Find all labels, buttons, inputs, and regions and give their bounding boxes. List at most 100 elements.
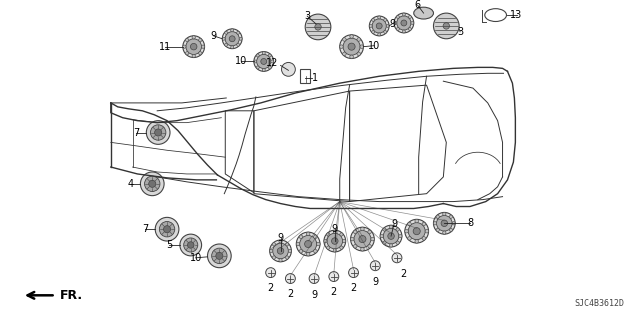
Circle shape: [268, 54, 271, 57]
Text: 10: 10: [235, 56, 247, 66]
Circle shape: [396, 241, 399, 244]
Circle shape: [237, 31, 239, 34]
Circle shape: [408, 223, 425, 240]
Circle shape: [360, 45, 364, 48]
Circle shape: [305, 241, 312, 248]
Circle shape: [441, 220, 447, 226]
Circle shape: [271, 60, 274, 63]
Text: 9: 9: [311, 290, 317, 300]
Circle shape: [326, 233, 330, 236]
Circle shape: [183, 36, 205, 57]
Circle shape: [353, 230, 357, 234]
Circle shape: [279, 240, 282, 243]
Circle shape: [326, 246, 330, 249]
Circle shape: [288, 249, 291, 253]
Circle shape: [388, 233, 394, 239]
Circle shape: [340, 246, 343, 249]
Circle shape: [282, 63, 295, 76]
Circle shape: [225, 32, 239, 46]
Text: 7: 7: [133, 128, 140, 137]
Circle shape: [399, 234, 402, 238]
Circle shape: [333, 230, 337, 233]
Circle shape: [371, 261, 380, 271]
Circle shape: [296, 232, 320, 256]
Circle shape: [350, 55, 353, 59]
Circle shape: [378, 16, 381, 19]
Circle shape: [357, 52, 360, 56]
Circle shape: [408, 222, 412, 226]
Circle shape: [324, 230, 346, 252]
Circle shape: [401, 20, 407, 26]
Circle shape: [354, 231, 371, 248]
Circle shape: [443, 212, 446, 216]
Circle shape: [147, 121, 170, 144]
Text: 9: 9: [332, 224, 338, 234]
Text: 5: 5: [166, 240, 172, 250]
Circle shape: [285, 274, 295, 284]
Circle shape: [272, 243, 276, 246]
Circle shape: [408, 16, 412, 19]
Circle shape: [186, 52, 189, 55]
Circle shape: [277, 248, 284, 254]
Circle shape: [372, 30, 374, 33]
Circle shape: [415, 219, 419, 223]
Circle shape: [198, 38, 202, 42]
Circle shape: [369, 16, 389, 36]
Circle shape: [145, 176, 160, 191]
Circle shape: [396, 16, 399, 19]
Circle shape: [222, 29, 242, 48]
Circle shape: [372, 19, 387, 33]
Circle shape: [383, 228, 386, 231]
Circle shape: [269, 240, 291, 262]
Circle shape: [384, 19, 387, 21]
Circle shape: [314, 235, 317, 239]
Circle shape: [307, 232, 310, 236]
Circle shape: [394, 21, 397, 25]
Circle shape: [433, 13, 459, 39]
Circle shape: [389, 244, 393, 247]
Circle shape: [348, 43, 355, 50]
Circle shape: [403, 13, 405, 16]
Circle shape: [156, 217, 179, 241]
Circle shape: [180, 234, 202, 256]
Circle shape: [188, 242, 194, 248]
Circle shape: [433, 212, 455, 234]
Text: 11: 11: [159, 42, 172, 52]
Circle shape: [256, 66, 259, 69]
Circle shape: [413, 228, 420, 235]
Circle shape: [269, 249, 273, 253]
Text: SJC4B3612D: SJC4B3612D: [574, 299, 624, 308]
Circle shape: [150, 125, 166, 140]
Circle shape: [314, 249, 317, 253]
Circle shape: [436, 228, 439, 232]
Circle shape: [415, 240, 419, 243]
Circle shape: [342, 240, 346, 243]
Circle shape: [422, 237, 426, 240]
Circle shape: [403, 30, 405, 33]
Circle shape: [268, 66, 271, 69]
Circle shape: [378, 33, 381, 36]
Circle shape: [202, 45, 205, 48]
Text: 2: 2: [351, 284, 356, 293]
Circle shape: [425, 229, 429, 233]
Text: 9: 9: [372, 277, 378, 286]
Circle shape: [148, 180, 156, 187]
Circle shape: [254, 60, 257, 63]
Circle shape: [239, 37, 242, 40]
Circle shape: [260, 58, 267, 64]
Circle shape: [212, 248, 227, 263]
Text: 1: 1: [312, 73, 318, 83]
Circle shape: [369, 25, 372, 27]
Circle shape: [396, 27, 399, 30]
Text: 7: 7: [142, 224, 148, 234]
Circle shape: [436, 215, 439, 218]
Text: 2: 2: [268, 284, 274, 293]
Circle shape: [357, 38, 360, 41]
Circle shape: [340, 233, 343, 236]
Circle shape: [307, 252, 310, 256]
Text: 8: 8: [467, 218, 473, 228]
Circle shape: [396, 228, 399, 231]
Text: 3: 3: [457, 27, 463, 37]
Circle shape: [198, 52, 202, 55]
Text: FR.: FR.: [60, 289, 83, 302]
